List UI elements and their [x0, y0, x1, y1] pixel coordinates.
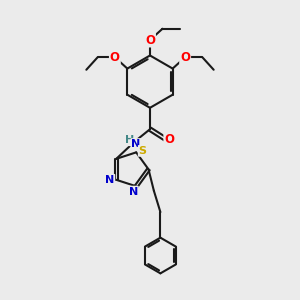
Text: O: O	[110, 51, 120, 64]
Text: O: O	[164, 133, 174, 146]
Text: N: N	[131, 139, 141, 149]
Text: O: O	[145, 34, 155, 46]
Text: S: S	[139, 146, 147, 156]
Text: N: N	[105, 175, 114, 185]
Text: H: H	[125, 135, 135, 145]
Text: O: O	[180, 51, 190, 64]
Text: N: N	[129, 187, 138, 196]
